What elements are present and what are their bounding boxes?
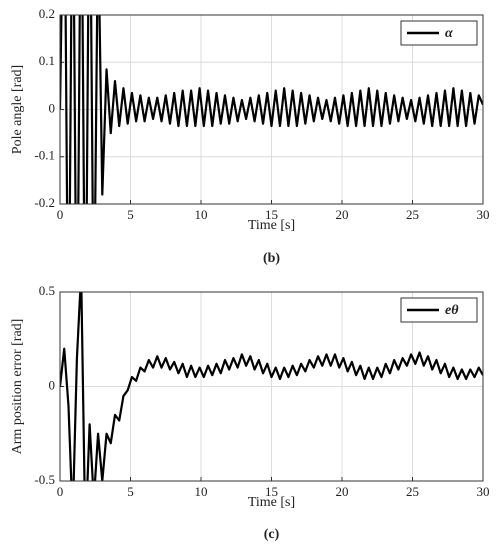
x-tick-label: 25 [406, 207, 419, 222]
legend-label: eθ [445, 303, 459, 318]
caption: (c) [264, 527, 280, 542]
y-tick-label: 0 [49, 377, 56, 392]
axes-box [59, 291, 484, 482]
x-tick-label: 30 [477, 207, 490, 222]
y-tick-label: 0.2 [39, 6, 55, 21]
y-tick-label: -0.5 [34, 472, 55, 487]
y-axis-label: Arm position error [rad] [10, 319, 25, 455]
y-tick-label: 0 [49, 100, 56, 115]
legend-label: α [445, 26, 453, 41]
x-tick-label: 20 [336, 207, 349, 222]
x-axis-label: Time [s] [248, 495, 295, 510]
x-tick-label: 0 [57, 484, 64, 499]
x-tick-label: 10 [195, 207, 208, 222]
x-axis-label: Time [s] [248, 218, 295, 233]
x-tick-label: 20 [336, 484, 349, 499]
data-line [60, 15, 483, 204]
x-tick-label: 10 [195, 484, 208, 499]
data-line [60, 292, 483, 481]
x-tick-label: 0 [57, 207, 64, 222]
axes-box [59, 14, 484, 205]
caption: (b) [263, 251, 280, 266]
y-tick-label: -0.2 [34, 195, 55, 210]
y-tick-label: 0.1 [39, 53, 55, 68]
x-tick-label: 5 [127, 207, 134, 222]
x-tick-label: 30 [477, 484, 490, 499]
y-tick-label: 0.5 [39, 283, 55, 298]
x-tick-label: 15 [265, 207, 278, 222]
x-tick-label: 5 [127, 484, 134, 499]
y-axis-label: Pole angle [rad] [10, 65, 25, 154]
x-tick-label: 25 [406, 484, 419, 499]
x-tick-label: 15 [265, 484, 278, 499]
y-tick-label: -0.1 [34, 148, 55, 163]
